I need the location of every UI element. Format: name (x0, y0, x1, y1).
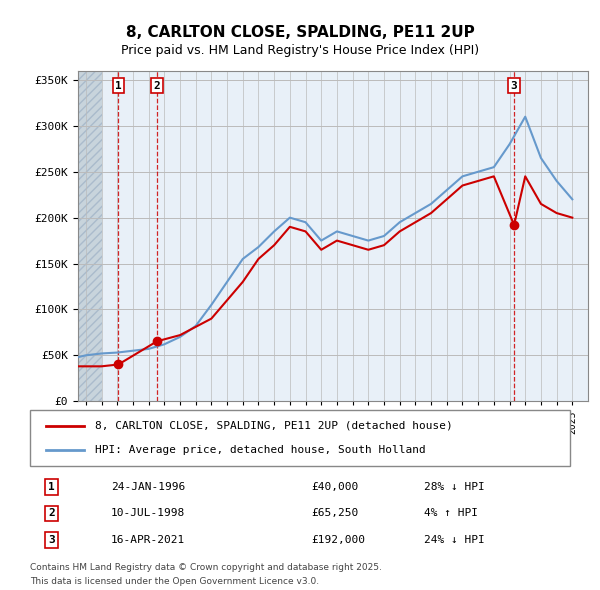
Text: 4% ↑ HPI: 4% ↑ HPI (424, 509, 478, 518)
Text: 10-JUL-1998: 10-JUL-1998 (111, 509, 185, 518)
Text: HPI: Average price, detached house, South Holland: HPI: Average price, detached house, Sout… (95, 445, 425, 455)
Text: £40,000: £40,000 (311, 482, 358, 492)
Text: 3: 3 (511, 81, 517, 91)
Text: 8, CARLTON CLOSE, SPALDING, PE11 2UP: 8, CARLTON CLOSE, SPALDING, PE11 2UP (125, 25, 475, 40)
Text: 24-JAN-1996: 24-JAN-1996 (111, 482, 185, 492)
Text: 2: 2 (48, 509, 55, 518)
Text: 24% ↓ HPI: 24% ↓ HPI (424, 535, 485, 545)
Text: £192,000: £192,000 (311, 535, 365, 545)
Text: 16-APR-2021: 16-APR-2021 (111, 535, 185, 545)
Text: Contains HM Land Registry data © Crown copyright and database right 2025.: Contains HM Land Registry data © Crown c… (30, 563, 382, 572)
Text: 8, CARLTON CLOSE, SPALDING, PE11 2UP (detached house): 8, CARLTON CLOSE, SPALDING, PE11 2UP (de… (95, 421, 452, 431)
Text: £65,250: £65,250 (311, 509, 358, 518)
Text: Price paid vs. HM Land Registry's House Price Index (HPI): Price paid vs. HM Land Registry's House … (121, 44, 479, 57)
FancyBboxPatch shape (30, 410, 570, 466)
Text: 28% ↓ HPI: 28% ↓ HPI (424, 482, 485, 492)
Text: 1: 1 (48, 482, 55, 492)
Text: 1: 1 (115, 81, 122, 91)
Bar (78, 71, 101, 401)
Text: 2: 2 (154, 81, 160, 91)
Text: 3: 3 (48, 535, 55, 545)
Text: This data is licensed under the Open Government Licence v3.0.: This data is licensed under the Open Gov… (30, 577, 319, 586)
